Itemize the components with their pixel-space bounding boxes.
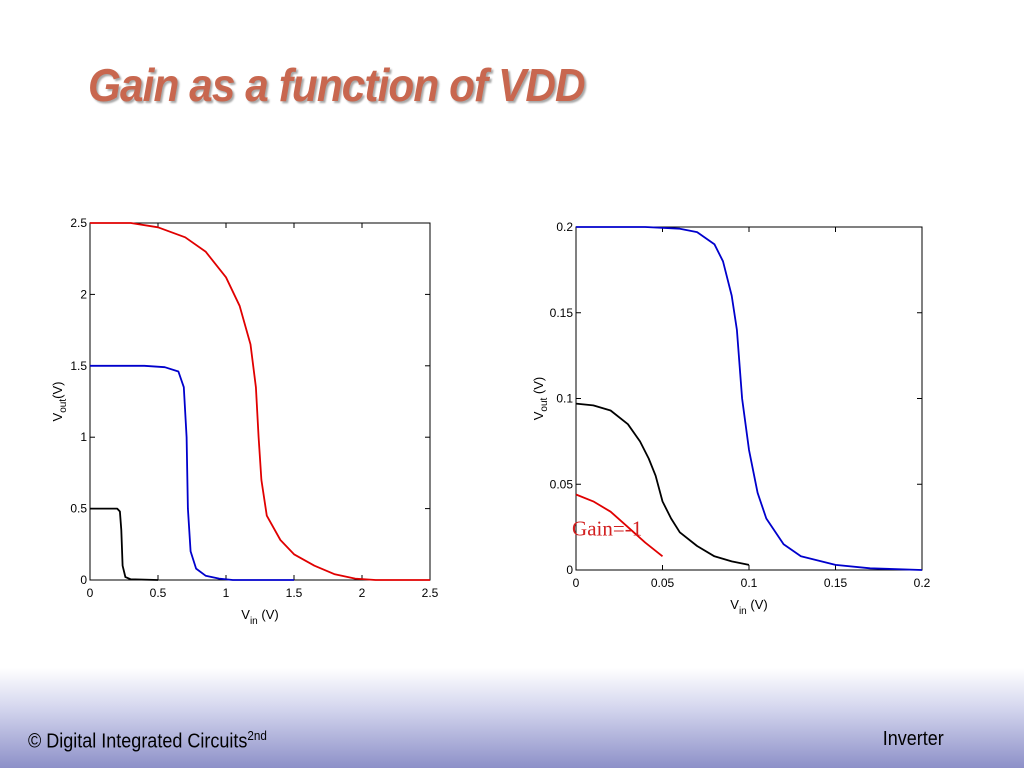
- c1-series-line-2: [90, 507, 159, 581]
- c2-x-tick-label-2: 0.1: [741, 576, 758, 590]
- c1-y-tick-label-5: 2.5: [70, 216, 87, 230]
- footer-course-text: © Digital Integrated Circuits: [28, 730, 248, 753]
- c2-y-tick-label-3: 0.15: [550, 306, 574, 320]
- c2-x-tick-label-0: 0: [573, 576, 580, 590]
- c2-series-line-0: [576, 226, 923, 571]
- c1-y-axis-label: Vout(V): [50, 382, 69, 422]
- c2-y-tick-label-1: 0.05: [550, 477, 574, 491]
- c1-x-tick-label-2: 1: [223, 586, 230, 600]
- footer-course-title: © Digital Integrated Circuits2nd: [28, 728, 267, 754]
- c2-x-tick-label-3: 0.15: [824, 576, 848, 590]
- chart-vtc-low-vdd: 0 0.05 0.1 0.15 0.2 0 0.05 0.1 0.15 0.2 Vin (V) Vou…: [531, 220, 931, 617]
- c2-x-tick-label-4: 0.2: [914, 576, 931, 590]
- c1-x-tick-label-5: 2.5: [422, 586, 439, 600]
- footer-edition: 2nd: [247, 728, 267, 743]
- slide-title: Gain as a function of VDD: [88, 59, 586, 111]
- c1-x-tick-label-3: 1.5: [286, 586, 303, 600]
- c1-y-tick-label-1: 0.5: [70, 502, 87, 516]
- c1-y-tick-label-0: 0: [80, 573, 87, 587]
- c2-y-axis-label: Vout (V): [531, 377, 550, 421]
- c2-series-line-2: [575, 493, 664, 558]
- c2-x-axis-label: Vin (V): [730, 597, 767, 617]
- c2-series-line-1: [575, 402, 750, 566]
- c1-x-tick-label-1: 0.5: [150, 586, 167, 600]
- c1-x-axis-label: Vin (V): [241, 607, 278, 627]
- c2-y-tick-label-0: 0: [566, 563, 573, 577]
- c1-y-tick-label-2: 1: [80, 430, 87, 444]
- c1-x-tick-label-0: 0: [87, 586, 94, 600]
- c2-y-tick-label-4: 0.2: [556, 220, 573, 234]
- c1-series-line-1: [90, 364, 294, 581]
- chart-vtc-full-range: 0 0.5 1 1.5 2 2.5 0 0.5 1 1.5 2 2.5 Vin (V) Vout(V): [50, 216, 439, 627]
- c1-series-line-0: [90, 222, 430, 581]
- c2-y-tick-label-2: 0.1: [556, 392, 573, 406]
- footer-chapter: Inverter: [882, 728, 944, 750]
- c1-x-tick-label-4: 2: [359, 586, 366, 600]
- footer-bar: © Digital Integrated Circuits2nd Inverte…: [0, 668, 1024, 768]
- c2-gain-annotation: Gain=-1: [572, 517, 642, 541]
- c2-x-tick-label-1: 0.05: [651, 576, 675, 590]
- c1-y-tick-label-3: 1.5: [70, 359, 87, 373]
- c1-y-tick-label-4: 2: [80, 287, 87, 301]
